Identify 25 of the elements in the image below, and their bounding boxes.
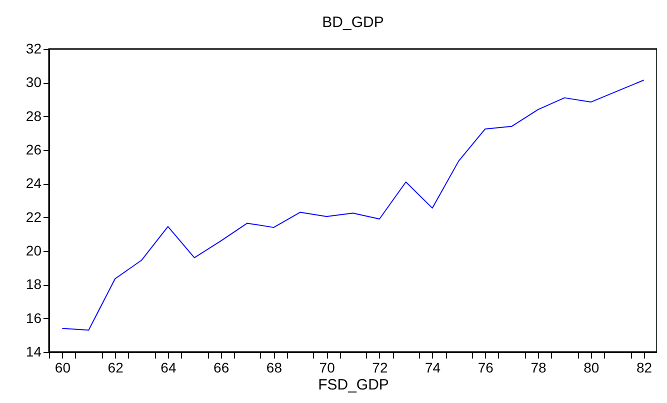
x-tick-label: 82 (636, 360, 652, 376)
y-tick-label: 32 (26, 40, 42, 56)
y-tick-label: 24 (26, 175, 42, 192)
x-tick-label: 62 (108, 360, 124, 376)
x-tick-label: 80 (584, 360, 600, 376)
y-tick-label: 18 (26, 276, 42, 292)
x-tick-label: 66 (214, 360, 230, 376)
x-tick-label: 76 (478, 360, 494, 376)
x-tick-label: 60 (54, 360, 71, 376)
y-tick-label: 26 (26, 142, 42, 158)
y-tick-label: 16 (26, 310, 42, 326)
x-axis-title: FSD_GDP (318, 376, 389, 394)
y-tick-label: 14 (26, 344, 42, 360)
y-tick-label: 30 (26, 74, 42, 90)
line-series (62, 80, 644, 331)
x-tick-label: 68 (266, 360, 282, 376)
chart-title: BD_GDP (322, 14, 384, 31)
x-tick-label: 78 (530, 360, 547, 376)
y-tick-label: 28 (26, 108, 42, 124)
x-tick-label: 70 (319, 360, 336, 376)
x-tick-label: 64 (160, 360, 176, 376)
y-tick-label: 20 (26, 242, 42, 258)
y-tick-label: 22 (26, 208, 42, 225)
x-tick-label: 72 (372, 360, 388, 376)
x-tick-label: 74 (425, 360, 441, 376)
